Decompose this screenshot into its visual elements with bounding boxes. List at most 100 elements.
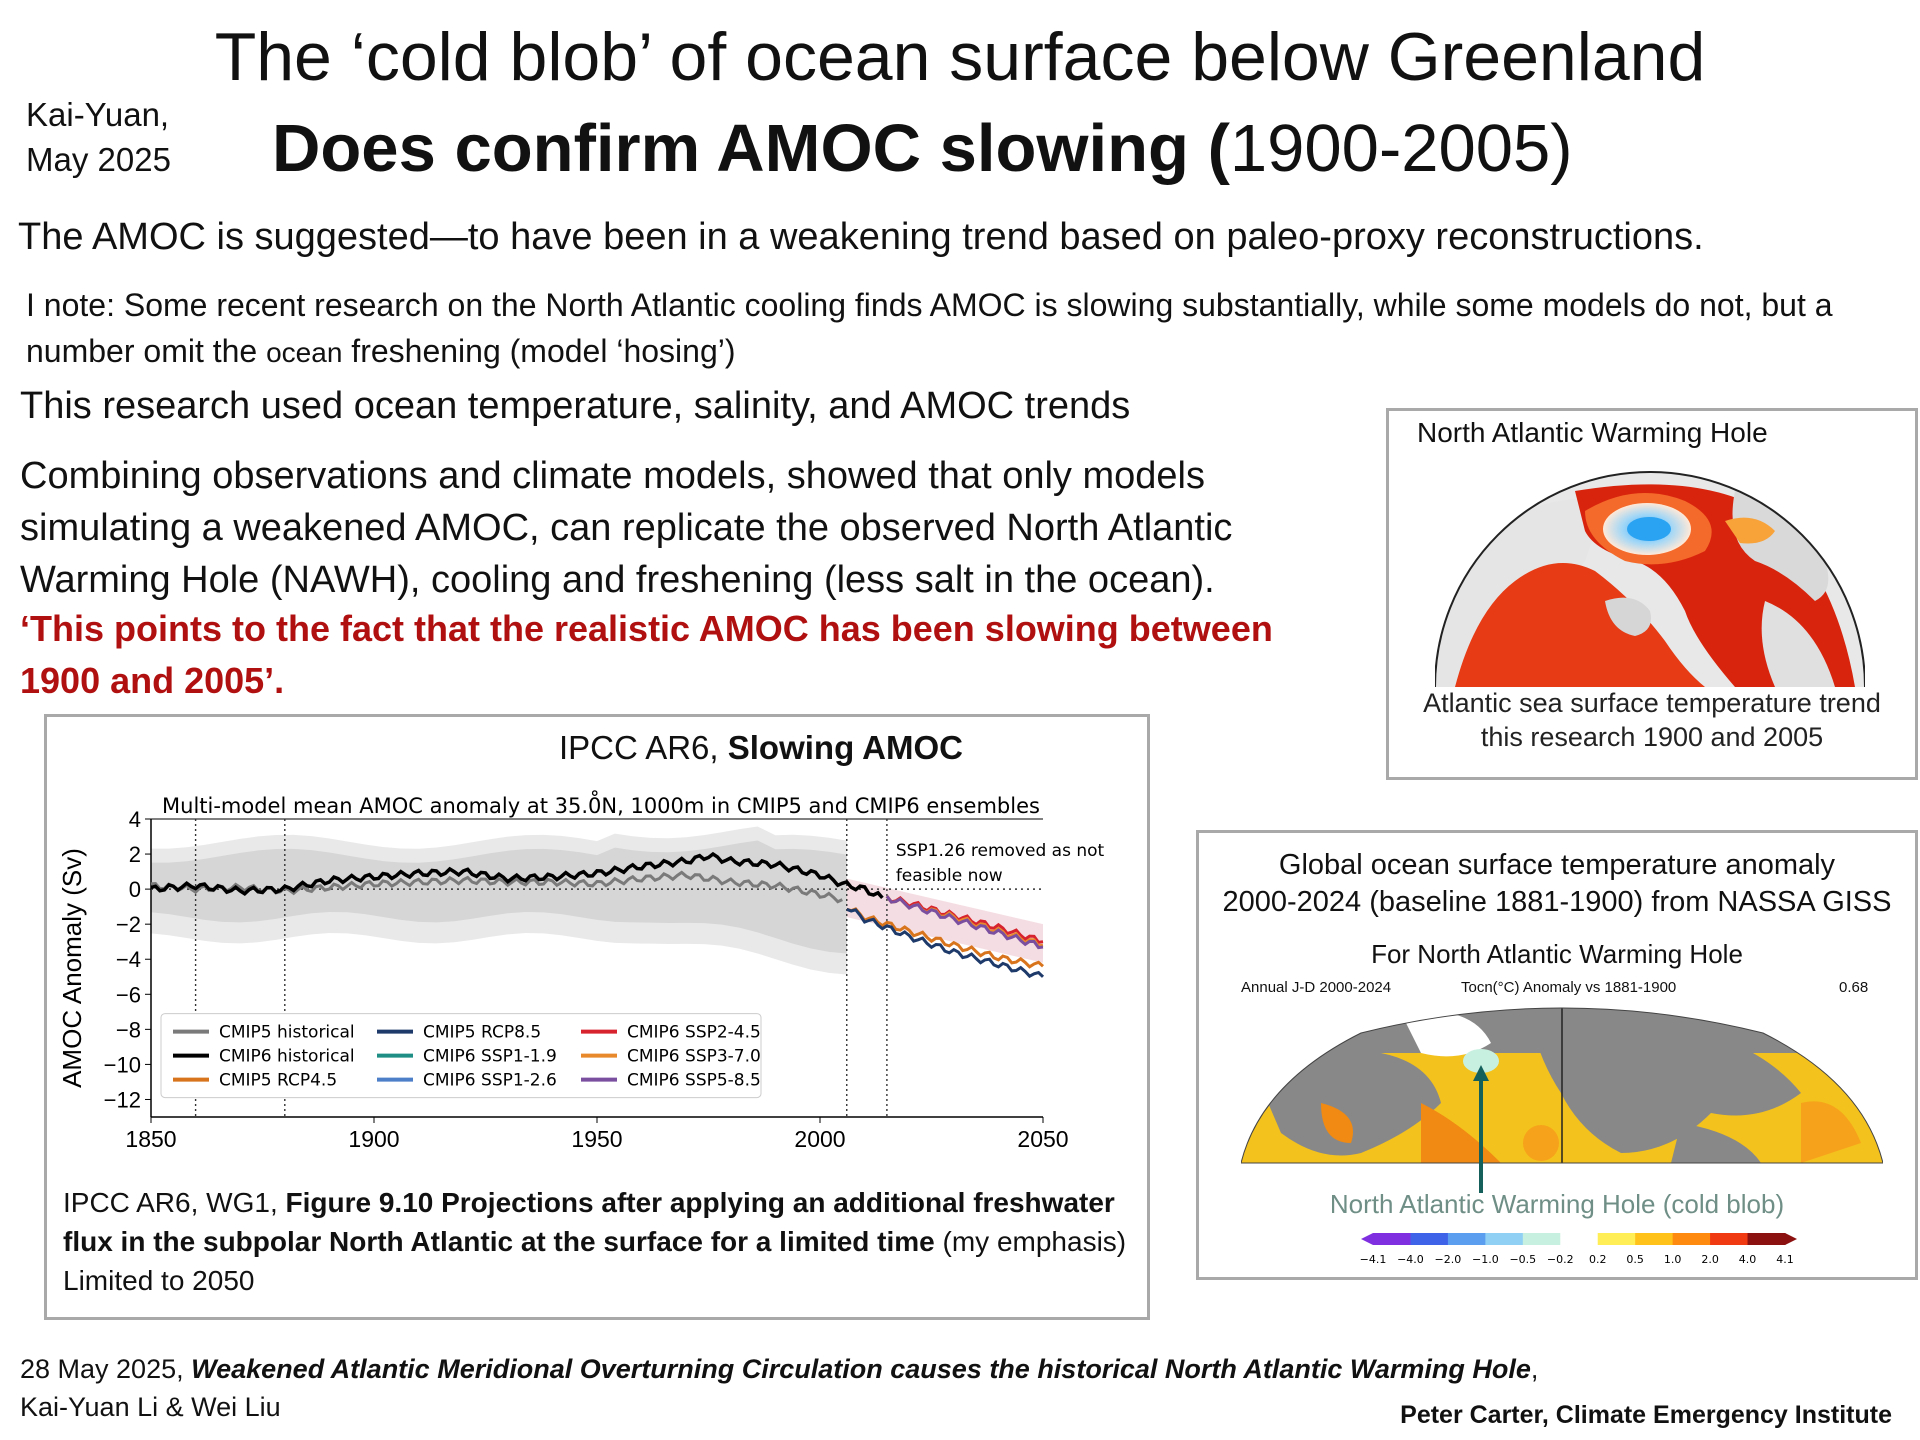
series-line-cmip6-historical (150, 851, 884, 900)
note-part1: I note: Some recent research on the Nort… (26, 287, 1833, 369)
intro-text: The AMOC is suggested—to have been in a … (18, 216, 1704, 258)
amoc-chart: 4 2 0 −2 −4 −6 −8 −10 −12 1850 1900 1950 2000 2050 AMO… (57, 790, 1105, 1152)
cmip5-uncertainty-band (151, 840, 847, 954)
colorbar-swatch (1560, 1233, 1599, 1245)
giss-subtitle: For North Atlantic Warming Hole (1371, 939, 1743, 969)
colorbar-tick-label: −2.0 (1435, 1253, 1462, 1266)
x-tick-label: 1850 (125, 1126, 176, 1152)
colorbar-tick-label: 1.0 (1664, 1253, 1682, 1266)
ipcc-caption: IPCC AR6, WG1, Figure 9.10 Projections a… (63, 1183, 1143, 1300)
colorbar-swatch (1410, 1233, 1449, 1245)
annotation-line2: feasible now (896, 866, 1003, 886)
colorbar-tick-label: −1.0 (1472, 1253, 1499, 1266)
slide-title: The ‘cold blob’ of ocean surface below G… (214, 19, 1706, 95)
nawh-caption-line1: Atlantic sea surface temperature trend (1423, 688, 1881, 718)
ipcc-caption-rest: (my emphasis) (934, 1226, 1127, 1257)
series-line-cmip6-ssp2-4-5 (885, 895, 1044, 945)
subtitle-bold: Does confirm AMOC slowing ( (272, 111, 1230, 186)
annotation-line1: SSP1.26 removed as not (896, 841, 1105, 861)
y-tick-label: −4 (116, 947, 141, 972)
colorbar-swatch (1485, 1233, 1524, 1245)
y-tick-label: 4 (129, 807, 141, 832)
colorbar-tick-label: 0.5 (1626, 1253, 1644, 1266)
giss-meta-mid: Tocn(°C) Anomaly vs 1881-1900 (1461, 979, 1677, 996)
colorbar-swatch (1522, 1233, 1561, 1245)
nawh-caption-line2: this research 1900 and 2005 (1480, 722, 1824, 752)
colorbar-tick-label: −0.5 (1509, 1253, 1536, 1266)
giss-title-line1: Global ocean surface temperature anomaly (1278, 849, 1836, 881)
citation-paper-title: Weakened Atlantic Meridional Overturning… (191, 1354, 1531, 1384)
colorbar-swatch (1710, 1233, 1749, 1245)
x-tick-label: 2000 (794, 1126, 845, 1152)
citation-authors: Kai-Yuan Li & Wei Liu (20, 1392, 281, 1422)
research-text: This research used ocean temperature, sa… (20, 385, 1131, 427)
colorbar-tick-label: 0.2 (1589, 1253, 1607, 1266)
ipcc-caption-line3: Limited to 2050 (63, 1265, 255, 1296)
ipcc-title: IPCC AR6, Slowing AMOC (559, 729, 963, 767)
note-text: I note: Some recent research on the Nort… (26, 282, 1896, 376)
colorbar-swatch (1373, 1233, 1411, 1245)
author-date: Kai-Yuan, May 2025 (26, 92, 171, 182)
colorbar-tick-label: −4.1 (1360, 1253, 1387, 1266)
chart-title: Multi-model mean AMOC anomaly at 35.0̊N,… (162, 790, 1040, 818)
x-tick-label: 1950 (571, 1126, 622, 1152)
giss-meta-right: 0.68 (1839, 979, 1869, 996)
colorbar-swatch (1447, 1233, 1486, 1245)
legend-label: CMIP6 SSP2-4.5 (627, 1023, 761, 1043)
author-name: Kai-Yuan, (26, 96, 170, 133)
credit: Peter Carter, Climate Emergency Institut… (1400, 1401, 1892, 1429)
colorbar-swatch (1635, 1233, 1674, 1245)
colorbar-swatch (1672, 1233, 1711, 1245)
legend-label: CMIP5 historical (219, 1023, 355, 1043)
giss-title: Global ocean surface temperature anomaly… (1199, 847, 1915, 921)
y-tick-label: −12 (104, 1087, 141, 1112)
giss-figure: Global ocean surface temperature anomaly… (1196, 830, 1918, 1280)
note-small: ocean (266, 337, 343, 368)
subtitle-years: 1900-2005) (1229, 111, 1573, 186)
series-line-cmip6-ssp5-8-5 (885, 895, 1044, 950)
ipcc-figure: IPCC AR6, Slowing AMOC 4 2 0 −2 −4 −6 −8 −10 −12… (44, 714, 1150, 1320)
y-tick-label: −2 (116, 912, 141, 937)
y-axis-label: AMOC Anomaly (Sv) (57, 848, 87, 1088)
y-tick-label: 2 (129, 842, 141, 867)
finding-text: Combining observations and climate model… (20, 455, 1233, 601)
legend-label: CMIP5 RCP4.5 (219, 1071, 337, 1091)
series-line-cmip5-rcp4-5 (846, 907, 1044, 969)
colorbar-right-cap (1785, 1233, 1797, 1245)
y-tick-label: 0 (129, 877, 141, 902)
author-date-line: May 2025 (26, 141, 171, 178)
nawh-globe-map (1435, 471, 1865, 687)
x-tick-label: 1900 (348, 1126, 399, 1152)
colorbar-tick-label: 2.0 (1701, 1253, 1719, 1266)
color-bar: −4.1 −4.0 −2.0 −1.0 −0.5 −0.2 0.2 0.5 1.0 2.0 4.0 4… (1360, 1233, 1797, 1266)
colorbar-tick-label: 4.0 (1739, 1253, 1757, 1266)
citation-line: 28 May 2025, Weakened Atlantic Meridiona… (20, 1354, 1538, 1385)
colorbar-swatch (1597, 1233, 1636, 1245)
legend-label: CMIP6 SSP1-1.9 (423, 1047, 557, 1067)
colorbar-tick-label: −4.0 (1397, 1253, 1424, 1266)
citation-comma: , (1530, 1354, 1539, 1384)
cold-blob-arrowhead (1473, 1065, 1489, 1081)
giss-title-line2: 2000-2024 (baseline 1881-1900) from NASS… (1222, 886, 1892, 918)
colorbar-swatch (1747, 1233, 1786, 1245)
giss-world-map (1241, 1007, 1883, 1193)
cold-blob-label: North Atlantic Warming Hole (cold blob) (1329, 1189, 1785, 1219)
nawh-title: North Atlantic Warming Hole (1417, 417, 1768, 448)
nawh-caption: Atlantic sea surface temperature trend th… (1389, 686, 1915, 754)
giss-meta-left: Annual J-D 2000-2024 (1241, 979, 1392, 996)
colorbar-tick-label: −0.2 (1547, 1253, 1574, 1266)
quote-text: ‘This points to the fact that the realis… (20, 608, 1273, 701)
legend-box (160, 1013, 762, 1099)
legend-label: CMIP5 RCP8.5 (423, 1023, 541, 1043)
y-tick-label: −8 (116, 1017, 141, 1042)
nawh-figure: North Atlantic Warming Hole Atlantic sea… (1386, 408, 1918, 780)
cmip6-uncertainty-band (151, 826, 847, 975)
slide-subtitle: Does confirm AMOC slowing (1900-2005) (272, 110, 1573, 187)
note-part2: freshening (model ‘hosing’) (342, 333, 736, 369)
y-tick-label: −6 (116, 982, 141, 1007)
ipcc-title-bold: Slowing AMOC (727, 729, 963, 766)
legend-label: CMIP6 historical (219, 1047, 355, 1067)
citation-date: 28 May 2025, (20, 1354, 192, 1384)
y-tick-label: −10 (104, 1052, 141, 1077)
ipcc-title-prefix: IPCC AR6, (559, 729, 728, 766)
